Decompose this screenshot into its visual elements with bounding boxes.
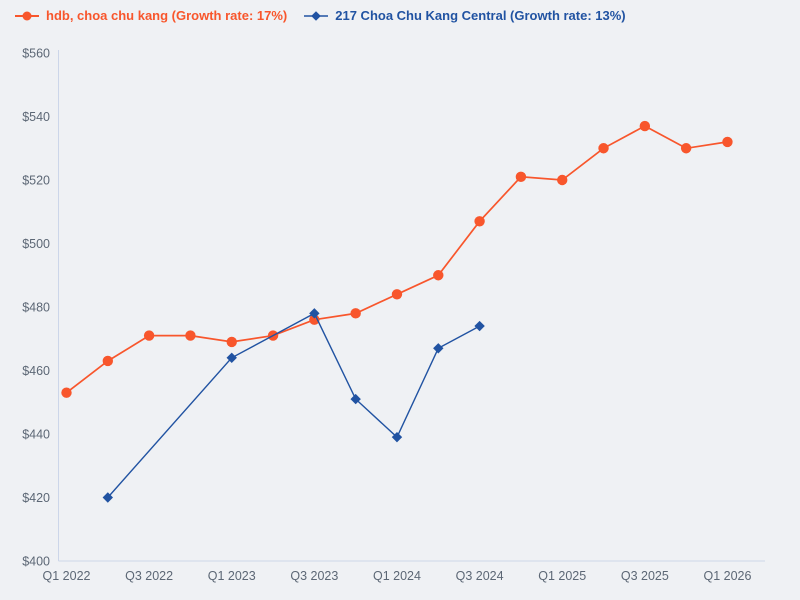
y-tick-label: $540 [22,110,50,124]
data-point-marker [143,330,155,341]
chart-legend: hdb, choa chu kang (Growth rate: 17%) 21… [14,8,626,23]
legend-label: hdb, choa chu kang (Growth rate: 17%) [46,8,288,23]
data-point-marker [226,352,237,363]
data-point-marker [474,216,485,227]
data-point-marker [639,120,651,132]
x-tick-label: Q1 2023 [208,569,256,583]
data-point-marker [61,387,72,398]
x-tick-label: Q3 2023 [290,569,338,583]
data-point-marker [680,143,692,154]
y-tick-label: $440 [22,428,50,442]
line-circle-marker-icon [15,11,39,20]
data-point-marker [350,393,361,405]
data-point-marker [433,343,444,354]
y-tick-label: $420 [22,491,50,505]
y-tick-label: $460 [22,364,50,378]
x-tick-label: Q1 2025 [538,569,586,583]
y-tick-label: $520 [22,174,50,188]
legend-item-hdb-choa-chu-kang[interactable]: hdb, choa chu kang (Growth rate: 17%) [14,8,287,23]
y-tick-label: $500 [22,237,50,251]
line-diamond-marker-icon [304,10,329,21]
legend-label: 217 Choa Chu Kang Central (Growth rate: … [335,8,626,23]
series-line [65,125,728,394]
data-point-marker [102,355,114,367]
x-tick-label: Q3 2022 [125,569,173,583]
data-point-marker [102,492,114,503]
data-point-marker [391,289,403,300]
data-point-marker [722,136,733,148]
data-point-marker [433,270,444,281]
data-point-marker [226,336,237,348]
data-point-marker [515,171,527,183]
data-point-marker [185,330,196,341]
x-tick-label: Q1 2026 [703,569,751,583]
data-point-marker [350,308,361,319]
data-point-marker [391,431,403,443]
x-tick-label: Q3 2024 [456,569,504,583]
data-point-marker [557,174,568,186]
data-point-marker [474,320,485,332]
y-tick-label: $480 [22,301,50,315]
y-tick-label: $560 [22,47,50,61]
legend-item-217-choa-chu-kang-central[interactable]: 217 Choa Chu Kang Central (Growth rate: … [303,8,626,23]
x-tick-label: Q1 2022 [43,569,91,583]
x-tick-label: Q3 2025 [621,569,669,583]
x-tick-label: Q1 2024 [373,569,421,583]
series-line [107,312,480,498]
data-point-marker [598,143,609,154]
y-tick-label: $400 [22,555,50,569]
data-point-marker [309,308,320,319]
